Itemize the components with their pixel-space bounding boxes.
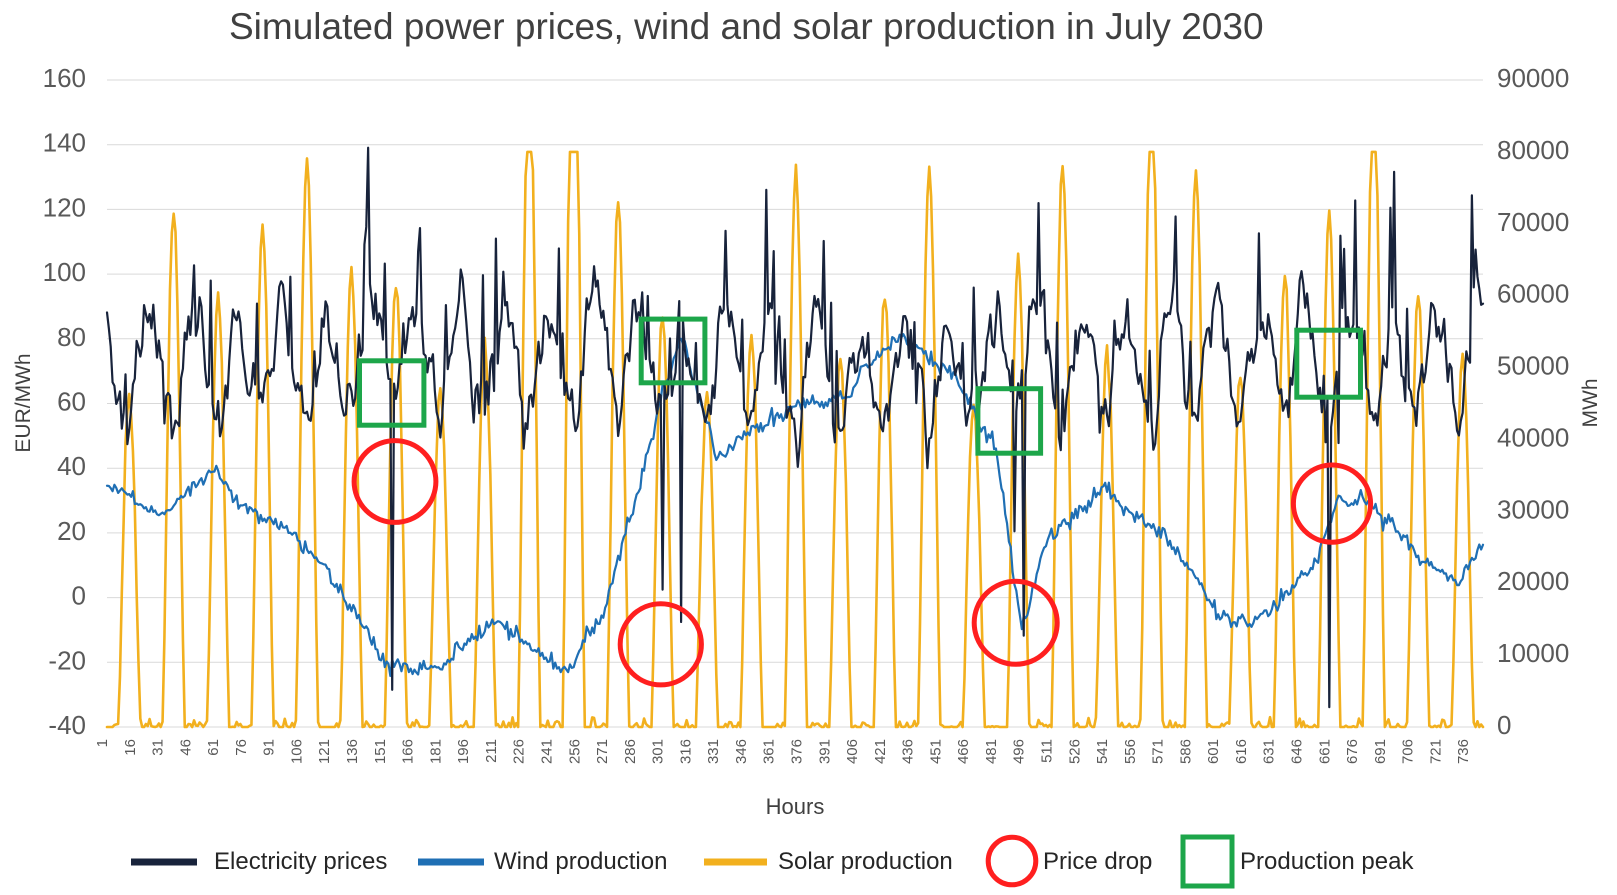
svg-text:181: 181	[427, 739, 444, 764]
svg-text:436: 436	[900, 739, 917, 764]
svg-text:316: 316	[677, 739, 694, 764]
svg-text:241: 241	[538, 739, 555, 764]
svg-text:676: 676	[1344, 739, 1361, 764]
svg-text:301: 301	[650, 739, 667, 764]
svg-text:61: 61	[205, 739, 222, 756]
svg-text:331: 331	[705, 739, 722, 764]
svg-text:1: 1	[94, 739, 111, 747]
svg-text:106: 106	[288, 739, 305, 764]
svg-text:226: 226	[511, 739, 528, 764]
svg-text:Solar production: Solar production	[778, 848, 953, 875]
svg-text:90000: 90000	[1497, 63, 1569, 93]
svg-text:481: 481	[983, 739, 1000, 764]
svg-text:-40: -40	[48, 710, 86, 740]
svg-text:286: 286	[622, 739, 639, 764]
svg-text:466: 466	[955, 739, 972, 764]
svg-text:556: 556	[1122, 739, 1139, 764]
svg-text:121: 121	[316, 739, 333, 764]
svg-text:166: 166	[400, 739, 417, 764]
svg-text:541: 541	[1094, 739, 1111, 764]
svg-text:60: 60	[57, 387, 86, 417]
svg-text:136: 136	[344, 739, 361, 764]
svg-text:346: 346	[733, 739, 750, 764]
svg-text:256: 256	[566, 739, 583, 764]
svg-text:EUR/MWh: EUR/MWh	[12, 353, 35, 452]
svg-text:526: 526	[1066, 739, 1083, 764]
svg-text:20000: 20000	[1497, 566, 1569, 596]
svg-text:40000: 40000	[1497, 422, 1569, 452]
svg-text:80: 80	[57, 322, 86, 352]
svg-text:60000: 60000	[1497, 279, 1569, 309]
svg-text:100: 100	[43, 257, 86, 287]
svg-text:376: 376	[788, 739, 805, 764]
svg-text:661: 661	[1316, 739, 1333, 764]
svg-text:140: 140	[43, 128, 86, 158]
svg-text:511: 511	[1039, 739, 1056, 763]
svg-text:646: 646	[1289, 739, 1306, 764]
svg-text:151: 151	[372, 739, 389, 764]
svg-text:70000: 70000	[1497, 207, 1569, 237]
svg-text:Wind production: Wind production	[494, 848, 667, 875]
svg-text:421: 421	[872, 739, 889, 764]
svg-text:31: 31	[150, 739, 167, 756]
svg-text:30000: 30000	[1497, 494, 1569, 524]
svg-text:361: 361	[761, 739, 778, 764]
svg-text:120: 120	[43, 192, 86, 222]
svg-text:406: 406	[844, 739, 861, 764]
svg-text:0: 0	[72, 581, 86, 611]
svg-text:631: 631	[1261, 739, 1278, 764]
svg-text:736: 736	[1455, 739, 1472, 764]
svg-text:196: 196	[455, 739, 472, 764]
svg-text:391: 391	[816, 739, 833, 764]
svg-text:10000: 10000	[1497, 638, 1569, 668]
svg-text:Production peak: Production peak	[1240, 848, 1414, 875]
svg-text:76: 76	[233, 739, 250, 756]
svg-text:40: 40	[57, 451, 86, 481]
svg-text:691: 691	[1372, 739, 1389, 764]
svg-text:0: 0	[1497, 710, 1511, 740]
svg-text:46: 46	[177, 739, 194, 756]
svg-text:20: 20	[57, 516, 86, 546]
svg-text:16: 16	[122, 739, 139, 756]
svg-text:Hours: Hours	[766, 794, 825, 819]
svg-text:Electricity prices: Electricity prices	[214, 848, 387, 875]
svg-text:MWh: MWh	[1579, 379, 1602, 428]
svg-text:616: 616	[1233, 739, 1250, 764]
svg-text:706: 706	[1400, 739, 1417, 764]
svg-text:601: 601	[1205, 739, 1222, 764]
svg-text:271: 271	[594, 739, 611, 764]
svg-text:211: 211	[483, 739, 500, 763]
svg-text:50000: 50000	[1497, 351, 1569, 381]
svg-text:160: 160	[43, 63, 86, 93]
svg-text:91: 91	[261, 739, 278, 756]
svg-text:451: 451	[927, 739, 944, 764]
svg-text:496: 496	[1011, 739, 1028, 764]
svg-text:80000: 80000	[1497, 135, 1569, 165]
svg-text:586: 586	[1177, 739, 1194, 764]
svg-text:721: 721	[1427, 739, 1444, 764]
svg-text:571: 571	[1150, 739, 1167, 764]
svg-text:Price drop: Price drop	[1043, 848, 1152, 875]
svg-text:-20: -20	[48, 645, 86, 675]
